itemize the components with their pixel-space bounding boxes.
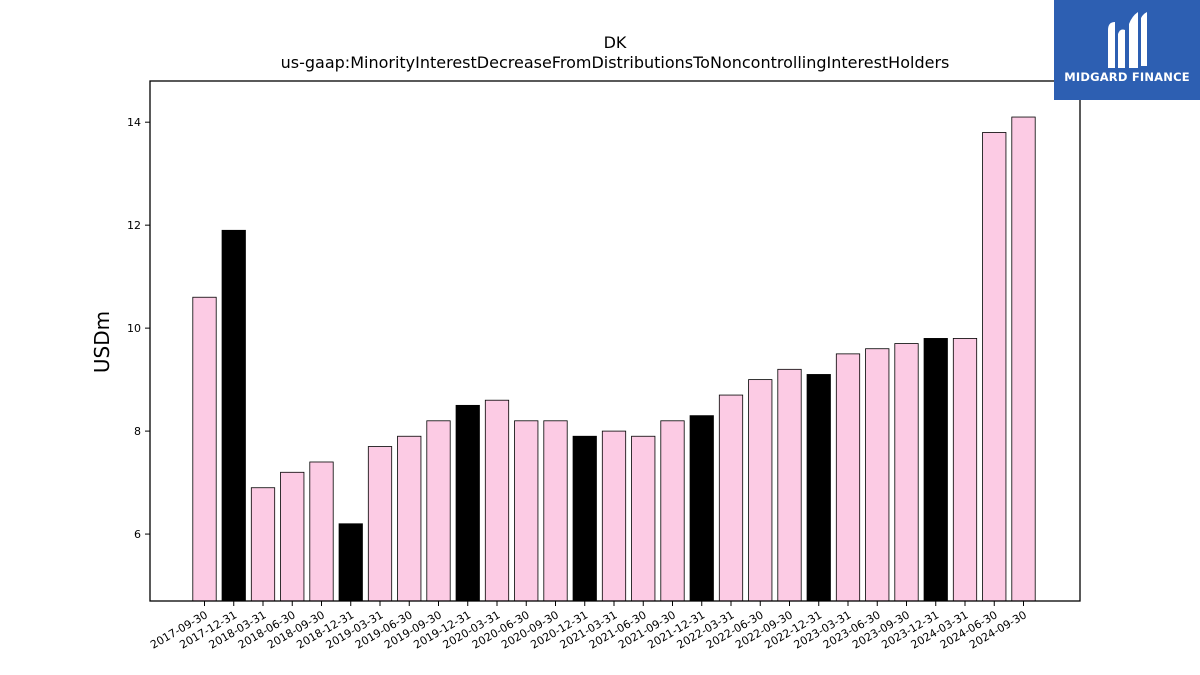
bar-2019-06-30 bbox=[397, 435, 422, 602]
bar-2021-12-31 bbox=[689, 415, 714, 602]
bar-2021-03-31 bbox=[601, 430, 627, 602]
bar-2019-09-30 bbox=[426, 420, 451, 602]
bar-2018-06-30 bbox=[280, 471, 305, 602]
bar-2021-06-30 bbox=[631, 435, 656, 602]
y-tick-label: 6 bbox=[134, 528, 141, 541]
bar-2023-09-30 bbox=[894, 343, 919, 602]
bar-2020-09-30 bbox=[543, 420, 568, 602]
bars-group bbox=[192, 116, 1036, 602]
x-ticks-group: 2017-09-302017-12-312018-03-312018-06-30… bbox=[148, 601, 1029, 652]
bar-2019-03-31 bbox=[367, 446, 393, 602]
brand-logo: MIDGARD FINANCE bbox=[1054, 0, 1200, 100]
y-tick-label: 8 bbox=[134, 425, 141, 438]
bar-2024-06-30 bbox=[982, 132, 1007, 602]
bar-2017-09-30 bbox=[192, 296, 217, 602]
bar-2020-12-31 bbox=[572, 435, 597, 602]
plot-frame bbox=[149, 80, 1081, 602]
bar-2017-12-31 bbox=[221, 229, 246, 602]
bar-2022-06-30 bbox=[748, 379, 773, 602]
bar-2020-03-31 bbox=[484, 399, 510, 602]
bar-2019-12-31 bbox=[455, 404, 480, 602]
y-ticks-group: 6 8 10 12 14 bbox=[127, 116, 150, 541]
bar-2020-06-30 bbox=[514, 420, 539, 602]
bar-2018-12-31 bbox=[338, 523, 363, 602]
bar-2018-09-30 bbox=[309, 461, 334, 602]
chart-subtitle: us-gaap:MinorityInterestDecreaseFromDist… bbox=[281, 53, 950, 72]
bar-2024-09-30 bbox=[1011, 116, 1036, 602]
bar-2021-09-30 bbox=[660, 420, 685, 602]
bar-2023-12-31 bbox=[923, 338, 948, 602]
bar-2022-03-31 bbox=[718, 394, 744, 602]
y-axis-label: USDm bbox=[90, 311, 114, 373]
bar-2024-03-31 bbox=[952, 338, 978, 602]
y-tick-label: 14 bbox=[127, 116, 141, 129]
bar-2022-09-30 bbox=[777, 368, 802, 602]
y-tick-label: 10 bbox=[127, 322, 141, 335]
brand-name: MIDGARD FINANCE bbox=[1064, 70, 1190, 84]
y-tick-label: 12 bbox=[127, 219, 141, 232]
bar-2018-03-31 bbox=[250, 487, 276, 602]
chart-title: DK bbox=[604, 33, 627, 52]
bar-2023-06-30 bbox=[865, 348, 890, 602]
bar-2022-12-31 bbox=[806, 374, 831, 602]
midgard-m-logo-icon bbox=[1108, 12, 1147, 68]
bar-2023-03-31 bbox=[835, 353, 861, 602]
